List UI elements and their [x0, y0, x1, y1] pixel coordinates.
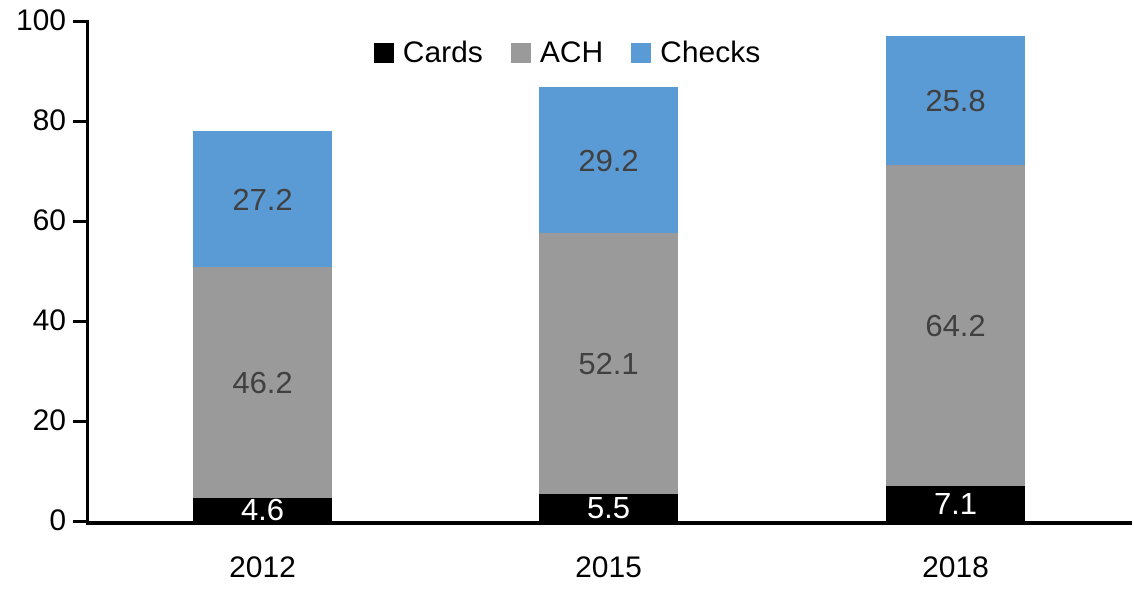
bar-2018: 7.1 64.2 25.8	[886, 35, 1025, 521]
bar-segment-cards-2012: 4.6	[193, 494, 332, 525]
x-tick-label-2015: 2015	[575, 551, 642, 584]
y-tick	[73, 220, 86, 223]
y-tick	[73, 520, 86, 523]
x-tick-label-2018: 2018	[922, 551, 989, 584]
legend-swatch-cards-icon	[373, 43, 394, 63]
bar-value-label: 25.8	[925, 82, 986, 118]
legend-label: Checks	[660, 36, 761, 69]
legend-item-ach: ACH	[510, 36, 604, 70]
x-axis-line	[86, 521, 1132, 525]
legend-item-cards: Cards	[373, 36, 483, 70]
y-tick	[73, 20, 86, 23]
bar-value-label: 7.1	[933, 485, 978, 521]
y-tick-label: 100	[15, 4, 66, 37]
bar-segment-checks-2012: 27.2	[193, 131, 332, 267]
bar-value-label: 52.1	[578, 345, 639, 381]
y-tick	[73, 120, 86, 123]
bar-value-label: 27.2	[232, 181, 293, 217]
legend-label: ACH	[539, 36, 604, 69]
legend-swatch-checks-icon	[631, 43, 652, 63]
y-tick	[73, 320, 86, 323]
bar-segment-checks-2015: 29.2	[539, 87, 678, 233]
bar-segment-checks-2018: 25.8	[886, 35, 1025, 165]
legend-item-checks: Checks	[631, 36, 760, 70]
y-tick-label: 20	[32, 404, 66, 437]
bar-value-label: 29.2	[578, 142, 639, 178]
y-tick-label: 80	[32, 104, 66, 137]
bar-segment-ach-2012: 46.2	[193, 267, 332, 498]
y-tick-label: 40	[32, 304, 66, 337]
legend-swatch-ach-icon	[510, 43, 531, 63]
legend: Cards ACH Checks	[0, 36, 1134, 70]
y-tick-label: 60	[32, 204, 66, 237]
bar-segment-cards-2015: 5.5	[539, 489, 678, 525]
bar-segment-cards-2018: 7.1	[886, 485, 1025, 521]
y-axis-line	[86, 20, 89, 525]
x-tick-label-2012: 2012	[229, 551, 296, 584]
bar-value-label: 46.2	[232, 365, 293, 400]
bar-value-label: 64.2	[925, 307, 986, 343]
bar-value-label: 5.5	[586, 489, 631, 525]
bar-2012: 4.6 46.2 27.2	[193, 131, 332, 525]
y-tick	[73, 420, 86, 423]
bar-segment-ach-2015: 52.1	[539, 233, 678, 494]
bar-segment-ach-2018: 64.2	[886, 164, 1025, 486]
bar-2015: 5.5 52.1 29.2	[539, 87, 678, 525]
legend-label: Cards	[402, 36, 483, 69]
bar-value-label: 4.6	[240, 492, 285, 527]
y-tick-label: 0	[49, 504, 66, 537]
